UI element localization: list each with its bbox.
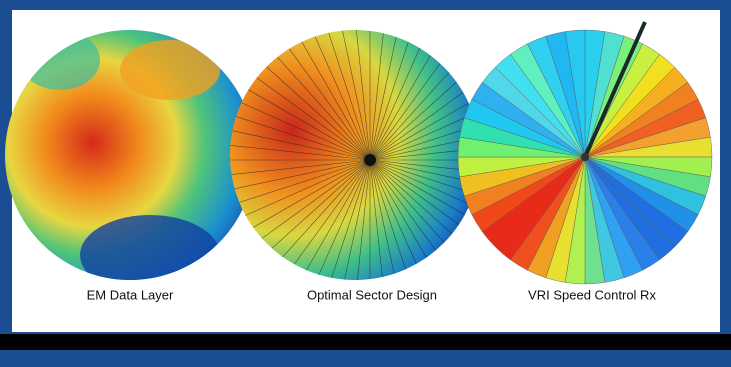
sector-line — [230, 159, 371, 223]
sector-line — [230, 159, 371, 182]
sector-line — [369, 78, 480, 161]
sector-line — [369, 159, 452, 280]
sector-line — [369, 30, 480, 161]
sector-line — [230, 159, 371, 242]
panel-label: Optimal Sector Design — [307, 287, 437, 302]
sector-line — [269, 159, 371, 280]
sector-line — [369, 30, 452, 161]
sector-line — [235, 159, 371, 280]
sector-line — [230, 118, 371, 161]
sector-line — [230, 59, 371, 161]
sector-line — [269, 30, 371, 161]
sector-line — [230, 159, 371, 261]
sector-line — [369, 30, 480, 161]
sector-line — [369, 159, 433, 280]
sector-line — [230, 138, 371, 161]
sector-line — [369, 30, 480, 161]
sector-line — [348, 159, 371, 280]
pivot-arm — [583, 21, 647, 158]
sector-line — [252, 30, 371, 161]
sector-line — [369, 159, 480, 280]
sector-line — [307, 159, 371, 280]
sector-line — [328, 30, 371, 161]
panel-label: EM Data Layer — [87, 287, 174, 302]
sector-line — [230, 97, 371, 161]
sector-line — [369, 159, 480, 280]
sector-line — [369, 159, 392, 280]
sector-line — [369, 159, 412, 280]
black-band — [0, 334, 731, 350]
sector-line — [328, 159, 371, 280]
sector-line — [348, 30, 371, 161]
sector-line — [369, 30, 412, 161]
sector-line — [369, 59, 480, 161]
sector-line — [369, 30, 433, 161]
sector-line — [369, 159, 471, 280]
sector-line — [288, 30, 371, 161]
sector-line — [369, 159, 480, 280]
vri-sector — [564, 29, 586, 158]
sector-line — [369, 159, 480, 261]
sector-line — [307, 30, 371, 161]
sector-line — [252, 159, 371, 280]
sector-line — [288, 159, 371, 280]
sector-line — [369, 42, 480, 161]
sector-line — [369, 159, 480, 278]
sector-line — [369, 30, 392, 161]
sector-line — [230, 159, 371, 202]
vri-map — [457, 21, 713, 285]
sector-line — [369, 159, 480, 242]
panel-label: VRI Speed Control Rx — [528, 287, 656, 302]
sector-line — [369, 30, 471, 161]
pivot — [581, 153, 589, 161]
sector-line — [230, 78, 371, 161]
